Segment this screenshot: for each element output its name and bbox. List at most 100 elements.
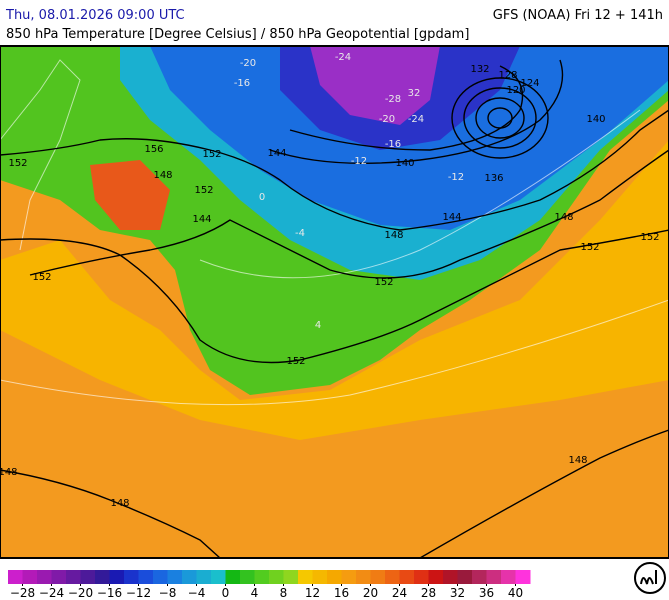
geopotential-label: 152 [32, 272, 51, 283]
colorbar-swatch [312, 570, 328, 584]
colorbar-swatch [153, 570, 168, 584]
temperature-label: 32 [408, 88, 421, 99]
colorbar-tick-label: −28 [10, 586, 35, 600]
temperature-label: -12 [351, 156, 367, 167]
geopotential-label: 132 [470, 64, 489, 75]
colorbar-swatch [95, 570, 110, 584]
colorbar-tick-label: −8 [159, 586, 177, 600]
colorbar-tick-label: 24 [392, 586, 407, 600]
colorbar-tick-label: −20 [68, 586, 93, 600]
colorbar-tick-label: 4 [251, 586, 259, 600]
colorbar-swatch [443, 570, 458, 584]
colorbar-swatch [182, 570, 197, 584]
temp-contour [0, 59, 81, 251]
colorbar-swatch [138, 570, 154, 584]
temperature-label: -4 [295, 228, 305, 239]
model-run: GFS (NOAA) Fri 12 + 141h [493, 8, 663, 23]
colorbar-tick-label: −12 [126, 586, 151, 600]
geopotential-label: 152 [194, 185, 213, 196]
temperature-label: -24 [335, 52, 351, 63]
subtitle: 850 hPa Temperature [Degree Celsius] / 8… [6, 27, 469, 42]
colorbar-swatch [472, 570, 487, 584]
colorbar-tick-label: 8 [280, 586, 288, 600]
colorbar-swatch [225, 570, 241, 584]
colorbar-swatch [80, 570, 96, 584]
field-purple [310, 46, 440, 125]
colorbar-swatch [109, 570, 125, 584]
colorbar-swatch [356, 570, 371, 584]
geopotential-label: 148 [0, 467, 18, 478]
colorbar-tick-label: 32 [450, 586, 465, 600]
colorbar-swatch [486, 570, 502, 584]
temperature-label: -28 [385, 94, 401, 105]
colorbar-swatch [428, 570, 444, 584]
colorbar-tick-label: −4 [188, 586, 206, 600]
geopotential-label: 144 [267, 148, 286, 159]
geopotential-label: 140 [395, 158, 414, 169]
logo-mark [640, 570, 657, 585]
geopotential-label: 152 [374, 277, 393, 288]
geopotential-label: 152 [8, 158, 27, 169]
colorbar-swatch [211, 570, 226, 584]
colorbar-swatch [196, 570, 212, 584]
geopotential-label: 156 [144, 144, 163, 155]
colorbar-swatch [254, 570, 270, 584]
field-red [90, 160, 170, 230]
colorbar-swatch [341, 570, 357, 584]
temperature-label: -24 [408, 114, 424, 125]
geopotential-label: 144 [192, 214, 211, 225]
colorbar-swatch [385, 570, 400, 584]
colorbar-swatch [124, 570, 139, 584]
colorbar-swatch [66, 570, 81, 584]
geopotential-label: 148 [568, 455, 587, 466]
colorbar-tick-label: 0 [222, 586, 230, 600]
temp-contour [0, 299, 669, 406]
colorbar-swatch [240, 570, 255, 584]
geopotential-label: 148 [554, 212, 573, 223]
temperature-label: -12 [448, 172, 464, 183]
geopotential-label: 152 [580, 242, 599, 253]
colorbar-swatch [298, 570, 313, 584]
colorbar-tick-label: 40 [508, 586, 523, 600]
geopotential-label: 144 [442, 212, 461, 223]
colorbar-swatch [8, 570, 23, 584]
colorbar-tick-label: 28 [421, 586, 436, 600]
colorbar-swatch [501, 570, 516, 584]
geopotential-label: 140 [586, 114, 605, 125]
temperature-label: -16 [234, 78, 250, 89]
geopotential-contours [0, 59, 669, 558]
geopotential-label: 120 [506, 85, 525, 96]
colorbar-tick-label: 12 [305, 586, 320, 600]
colorbar-tick-label: 16 [334, 586, 349, 600]
map: 152 152 148 148 152 152 148 144 148 152 152 148 140 1… [0, 45, 669, 559]
colorbar-swatch [167, 570, 183, 584]
colorbar: −28 −24 −20 −16 −12 −8 −4 0 4 8 12 16 20 24 28 32 36 40 [8, 570, 531, 600]
datetime: Thu, 08.01.2026 09:00 UTC [5, 8, 185, 23]
colorbar-swatch [22, 570, 38, 584]
colorbar-tick-label: −24 [39, 586, 64, 600]
temperature-label: 0 [259, 192, 265, 203]
colorbar-swatch [515, 570, 531, 584]
colorbar-swatch [399, 570, 415, 584]
geopotential-label: 136 [484, 173, 503, 184]
geopotential-label: 128 [498, 70, 517, 81]
colorbar-swatch [51, 570, 67, 584]
temp-contour [199, 109, 641, 279]
geopotential-label: 152 [640, 232, 659, 243]
colorbar-swatch [370, 570, 386, 584]
geopotential-label: 148 [110, 498, 129, 509]
geopotential-label: 148 [153, 170, 172, 181]
colorbar-swatch [414, 570, 429, 584]
colorbar-swatch [457, 570, 473, 584]
field-yellow [0, 140, 669, 440]
geopotential-label: 124 [520, 78, 539, 89]
colorbar-tick-label: 36 [479, 586, 494, 600]
geopotential-label: 152 [202, 149, 221, 160]
geopotential-label: 152 [286, 356, 305, 367]
temperature-label: -16 [385, 139, 401, 150]
geopotential-label: 148 [384, 230, 403, 241]
temperature-label: -20 [240, 58, 256, 69]
colorbar-swatch [283, 570, 299, 584]
temperature-label: 4 [315, 320, 321, 331]
